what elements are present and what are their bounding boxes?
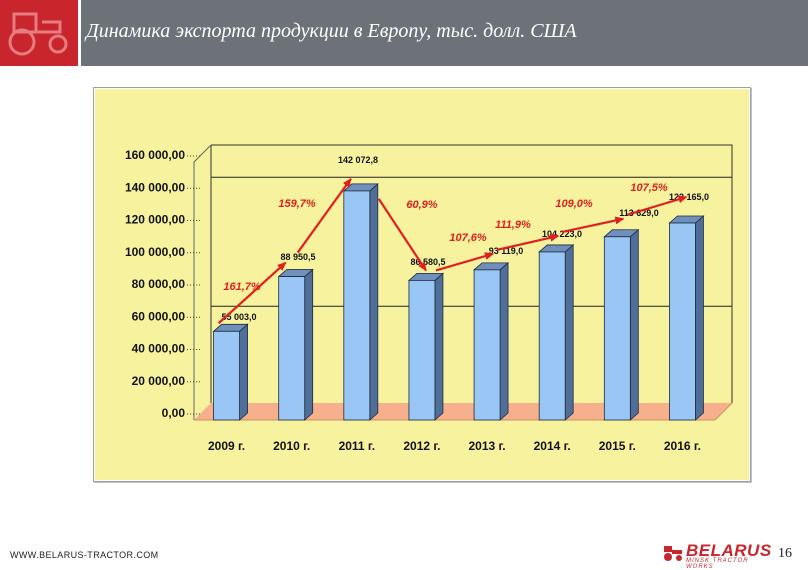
tractor-logo (0, 0, 78, 66)
tractor-icon-small (664, 546, 682, 561)
bar (213, 330, 240, 421)
bar (343, 190, 371, 421)
bar (538, 251, 566, 421)
slide-header: Динамика экспорта продукции в Европу, ты… (0, 0, 808, 66)
growth-arrow (496, 233, 560, 251)
x-tick-label: 2016 г. (664, 439, 701, 453)
bar-side (564, 244, 574, 421)
growth-arrow (561, 216, 625, 234)
chart-frame: 0,00 20 000,00 40 000,00 60 000,00 80 000,00… (93, 87, 751, 482)
data-label: 113 629,0 (619, 208, 659, 218)
y-tick-label: 80 000,00 (132, 277, 186, 291)
growth-arrow (435, 252, 495, 272)
brand-name: BELARUS (686, 541, 772, 560)
growth-label: 161,7% (223, 281, 261, 293)
growth-arrow (626, 195, 688, 216)
data-label: 142 072,8 (338, 155, 378, 165)
growth-arrow (296, 178, 352, 254)
y-tick-label: 120 000,00 (125, 213, 185, 227)
export-bar-chart: 0,00 20 000,00 40 000,00 60 000,00 80 000,00… (95, 89, 749, 480)
bar (669, 222, 696, 421)
bar-side (499, 261, 509, 421)
x-tick-label: 2010 г. (273, 439, 310, 453)
x-tick-label: 2014 г. (534, 439, 571, 453)
bar-side (239, 323, 248, 421)
bar-side (369, 183, 379, 421)
growth-arrow (377, 198, 427, 272)
bar (408, 279, 436, 421)
bar-side (434, 272, 444, 421)
page-number: 16 (778, 546, 792, 561)
y-tick-label: 40 000,00 (132, 342, 186, 356)
growth-label: 60,9% (406, 199, 437, 211)
growth-arrow (217, 261, 287, 325)
data-label: 122 165,0 (669, 192, 709, 202)
data-label: 55 003,0 (221, 312, 256, 322)
chart-floor (194, 403, 732, 420)
bar (278, 276, 306, 421)
bar (603, 236, 631, 421)
growth-label: 107,5% (630, 182, 668, 194)
y-tick-label: 160 000,00 (125, 148, 185, 162)
bar (473, 269, 501, 421)
tractor-icon (8, 12, 68, 56)
x-tick-label: 2013 г. (468, 439, 505, 453)
y-tick-label: 60 000,00 (132, 309, 186, 323)
x-tick-label: 2011 г. (339, 439, 376, 453)
growth-label: 159,7% (278, 198, 316, 210)
y-tick-label: 20 000,00 (132, 374, 186, 388)
header-divider (78, 0, 81, 66)
y-tick-label: 100 000,00 (125, 245, 185, 259)
left-wall-frame (193, 144, 212, 420)
data-label: 88 950,5 (280, 252, 315, 262)
x-tick-label: 2009 г. (208, 439, 245, 453)
y-tick-label: 0,00 (162, 406, 186, 420)
data-label: 86 580,5 (410, 257, 445, 267)
bar-side (304, 268, 314, 421)
brand-logo: BELARUS MINSK TRACTOR WORKS (662, 541, 776, 570)
page-title: Динамика экспорта продукции в Европу, ты… (86, 20, 577, 42)
footer-url[interactable]: WWW.BELARUS-TRACTOR.COM (10, 550, 159, 560)
y-tick-label: 140 000,00 (125, 180, 185, 194)
growth-label: 111,9% (495, 219, 531, 231)
bar-side (695, 215, 704, 421)
brand-subtitle: MINSK TRACTOR WORKS (686, 558, 749, 570)
growth-label: 107,6% (449, 232, 487, 244)
x-tick-label: 2012 г. (403, 439, 440, 453)
data-label: 104 223,0 (542, 229, 582, 239)
x-tick-label: 2015 г. (599, 439, 636, 453)
growth-label: 109,0% (555, 198, 593, 210)
back-wall-frame (211, 144, 733, 403)
bar-side (629, 228, 639, 421)
data-label: 93 119,0 (489, 246, 524, 256)
